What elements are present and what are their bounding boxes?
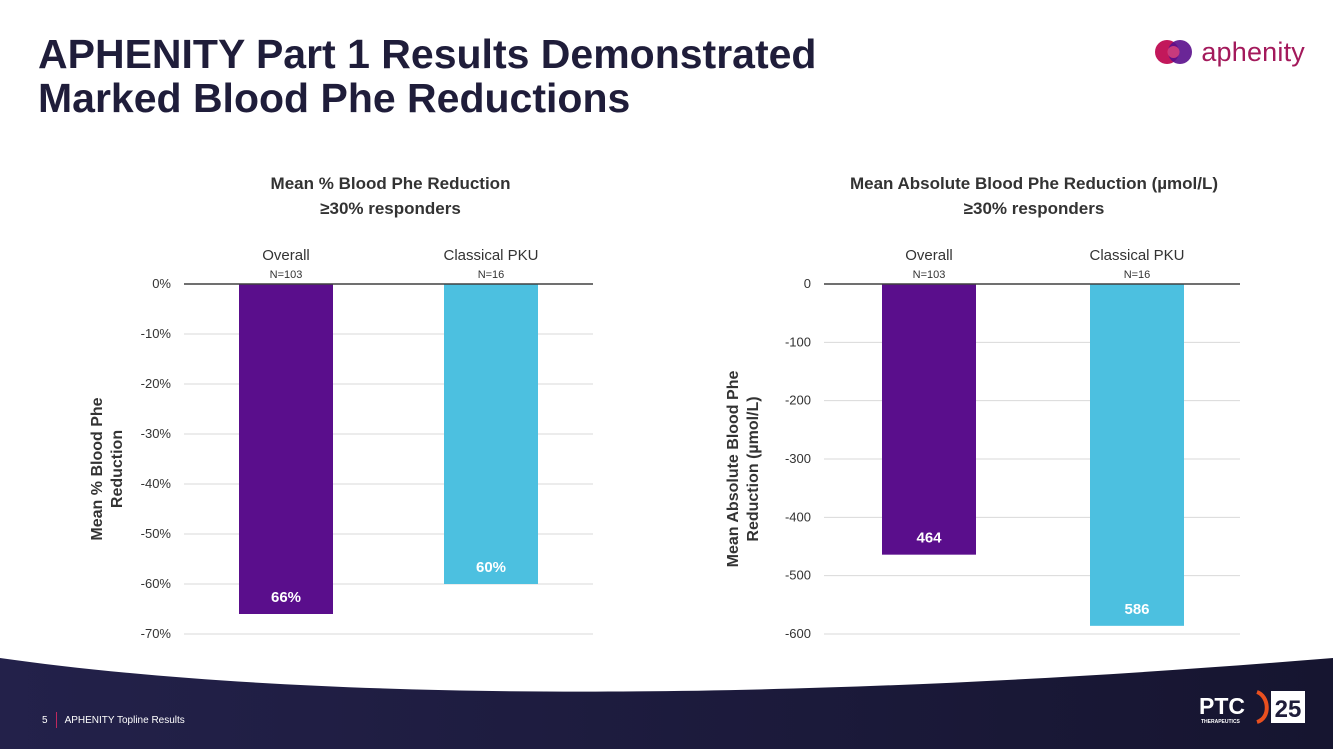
y-tick-label: -30% [141, 426, 172, 441]
category-label: Overall [905, 247, 953, 264]
category-label: Classical PKU [1089, 247, 1184, 264]
bar-2 [1090, 284, 1184, 626]
y-tick-label: -20% [141, 376, 172, 391]
chart-percent-reduction: Mean % Blood Phe Reduction ≥30% responder… [89, 174, 593, 641]
y-axis-title: Mean Absolute Blood Phe Reduction (µmol/L… [725, 371, 762, 568]
y-axis-title-line: Mean % Blood Phe [89, 397, 106, 540]
footer-divider [55, 712, 57, 728]
category-n-label: N=16 [1124, 269, 1151, 281]
category-label: Overall [262, 247, 310, 264]
bar-data-label: 66% [271, 589, 301, 606]
footer: 5 APHENITY Topline Results [42, 712, 185, 728]
y-tick-label: 0 [804, 276, 811, 291]
category-n-label: N=16 [478, 269, 505, 281]
chart-title-line-1: Mean Absolute Blood Phe Reduction (µmol/… [850, 174, 1218, 193]
chart-absolute-reduction: Mean Absolute Blood Phe Reduction (µmol/… [725, 174, 1240, 641]
ptc-arc-icon [1256, 690, 1269, 724]
page-number: 5 [42, 714, 48, 726]
bar-data-label: 60% [476, 559, 506, 576]
y-axis-title-line: Reduction [109, 430, 126, 508]
bar-2 [444, 284, 538, 584]
brand-name: aphenity [1201, 36, 1305, 67]
category-n-label: N=103 [270, 269, 303, 281]
anniversary-badge [1271, 691, 1305, 723]
y-tick-label: -500 [785, 568, 811, 583]
y-tick-label: -200 [785, 393, 811, 408]
title-line-2: Marked Blood Phe Reductions [38, 75, 631, 121]
anniversary-number: 25 [1275, 696, 1302, 723]
bar-data-label: 586 [1124, 601, 1149, 618]
footer-wave [0, 658, 1333, 749]
y-tick-label: -400 [785, 509, 811, 524]
y-tick-label: -100 [785, 334, 811, 349]
y-tick-label: -600 [785, 626, 811, 641]
ptc-logo-sub: THERAPEUTICS [1201, 719, 1241, 725]
ptc-logo: PTC THERAPEUTICS 25 [1199, 690, 1305, 725]
y-tick-label: -300 [785, 451, 811, 466]
y-tick-label: -60% [141, 576, 172, 591]
bar-1 [882, 284, 976, 555]
page-title: APHENITY Part 1 Results Demonstrated Mar… [38, 32, 938, 120]
y-axis-title: Mean % Blood Phe Reduction [89, 397, 126, 540]
y-axis-title-line: Mean Absolute Blood Phe [725, 371, 742, 568]
y-tick-label: -10% [141, 326, 172, 341]
y-tick-label: -70% [141, 626, 172, 641]
y-tick-label: -40% [141, 476, 172, 491]
ptc-logo-text: PTC [1199, 693, 1245, 719]
aphenity-logo-icon [1155, 40, 1193, 64]
chart-title-line-2: ≥30% responders [964, 199, 1105, 218]
bar-1 [239, 284, 333, 614]
title-line-1: APHENITY Part 1 Results Demonstrated [38, 31, 817, 77]
footer-text: APHENITY Topline Results [64, 714, 185, 726]
y-tick-label: -50% [141, 526, 172, 541]
category-n-label: N=103 [913, 269, 946, 281]
category-label: Classical PKU [443, 247, 538, 264]
chart-title-line-2: ≥30% responders [320, 199, 461, 218]
bar-data-label: 464 [916, 530, 942, 547]
brand-logo: aphenity [1153, 32, 1305, 72]
y-tick-label: 0% [152, 276, 171, 291]
chart-title-line-1: Mean % Blood Phe Reduction [271, 174, 511, 193]
y-axis-title-line: Reduction (µmol/L) [745, 396, 762, 541]
